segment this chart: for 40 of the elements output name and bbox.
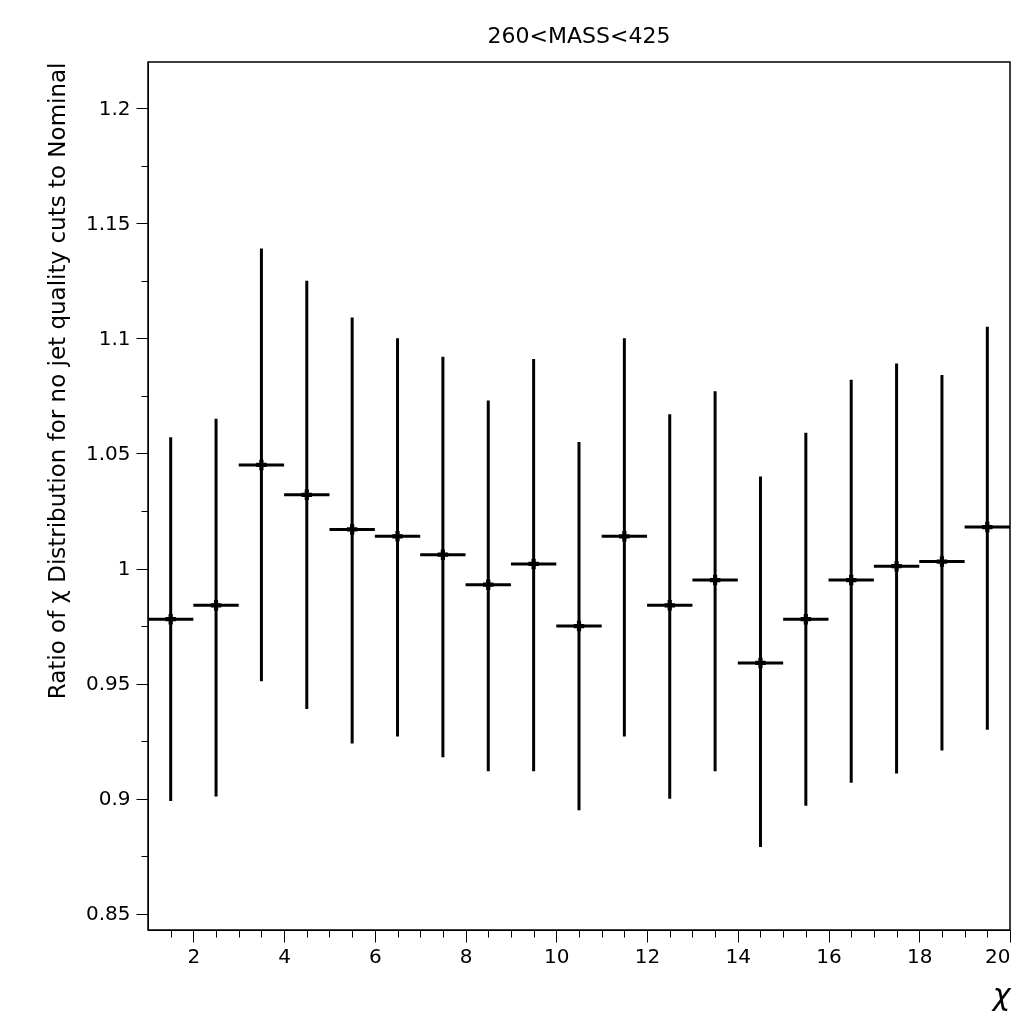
x-tick-label: 10 bbox=[544, 943, 570, 968]
y-tick-label: 1.1 bbox=[98, 325, 131, 350]
x-tick-label: 20 bbox=[985, 943, 1011, 968]
point bbox=[664, 600, 675, 611]
point bbox=[528, 558, 539, 570]
point bbox=[301, 489, 313, 501]
point bbox=[982, 521, 993, 533]
y-tick-label: 0.85 bbox=[85, 901, 131, 926]
x-tick-label: 12 bbox=[634, 943, 661, 968]
y-tick-label: 0.95 bbox=[85, 671, 131, 696]
y-tick-label: 1 bbox=[117, 556, 131, 581]
point bbox=[936, 556, 948, 567]
x-tick-label: 4 bbox=[278, 943, 291, 968]
x-tick-label: 14 bbox=[725, 943, 752, 968]
y-axis-title: Ratio of χ Distribution for no jet quality cuts to Nominal bbox=[43, 62, 70, 700]
point bbox=[755, 657, 766, 669]
point bbox=[210, 600, 222, 611]
point bbox=[483, 579, 494, 590]
point bbox=[392, 531, 403, 542]
chart-title: 260<MASS<425 bbox=[487, 23, 671, 48]
point bbox=[437, 549, 449, 560]
point bbox=[845, 574, 857, 586]
point bbox=[256, 459, 267, 471]
x-tick-label: 2 bbox=[187, 943, 201, 968]
point bbox=[891, 560, 902, 572]
y-tick-label: 0.9 bbox=[98, 786, 131, 811]
point bbox=[709, 574, 721, 586]
x-tick-label: 8 bbox=[459, 943, 473, 968]
x-tick-label: 16 bbox=[816, 943, 842, 968]
x-tick-label: 6 bbox=[368, 943, 382, 968]
point bbox=[573, 620, 585, 632]
point bbox=[619, 531, 630, 542]
x-axis-title: χ bbox=[990, 976, 1012, 1012]
x-tick-label: 18 bbox=[907, 943, 933, 968]
point bbox=[800, 613, 812, 625]
y-tick-label: 1.15 bbox=[85, 210, 131, 235]
y-tick-label: 1.05 bbox=[85, 440, 131, 465]
point bbox=[165, 613, 176, 625]
y-tick-label: 1.2 bbox=[98, 95, 131, 120]
point bbox=[346, 524, 358, 535]
